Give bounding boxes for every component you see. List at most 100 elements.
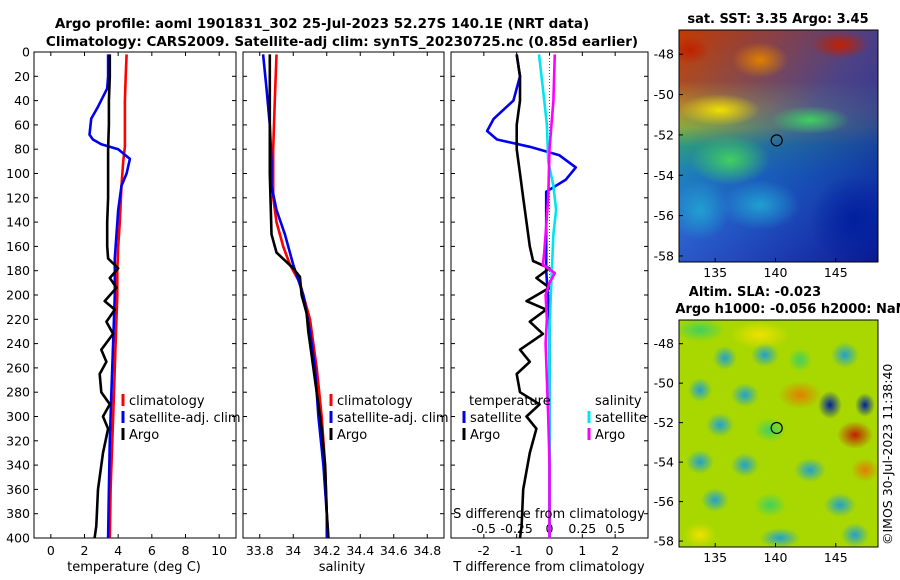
map-y-tick-label: -48 xyxy=(654,47,674,62)
x-tick-label: 34 xyxy=(285,543,301,558)
figure-title-line1: Argo profile: aoml 1901831_302 25-Jul-20… xyxy=(55,16,589,32)
legend-climatology-label: climatology xyxy=(129,394,205,409)
depth-tick-label: 360 xyxy=(6,482,30,497)
x-tick-label: 34.2 xyxy=(313,543,341,558)
temperature-axes xyxy=(33,51,237,539)
sst-map-title: sat. SST: 3.35 Argo: 3.45 xyxy=(687,12,868,27)
depth-tick-label: 120 xyxy=(6,190,30,205)
depth-tick-label: 100 xyxy=(6,166,30,181)
depth-tick-label: 180 xyxy=(6,263,30,278)
x-tick-label: 34.4 xyxy=(346,543,374,558)
x-tick-label: 34.6 xyxy=(380,543,408,558)
series-line-temperature-satellite xyxy=(485,54,578,538)
top-x-tick-label: -0.25 xyxy=(500,521,532,536)
x-tick-label: 33.8 xyxy=(246,543,274,558)
legend-s-argo-label: Argo xyxy=(595,428,625,443)
series-line-salinity-satellite xyxy=(537,54,558,538)
series-line-argo xyxy=(93,54,120,539)
depth-tick-label: 380 xyxy=(6,506,30,521)
x-tick-label: 0 xyxy=(47,543,55,558)
x-tick-label: -2 xyxy=(478,543,490,558)
map-x-tick-label: 140 xyxy=(764,550,788,565)
sla-map-axes: 135 140 145 -48 -50 -52 -54 -56 -58 xyxy=(654,336,848,565)
temperature-xlabel: temperature (deg C) xyxy=(67,560,201,575)
depth-tick-label: 200 xyxy=(6,288,30,303)
difference-xlabel: T difference from climatology xyxy=(452,560,645,575)
x-tick-label: 6 xyxy=(148,543,156,558)
legend-argo-label: Argo xyxy=(337,428,367,443)
x-tick-label: 1 xyxy=(578,543,586,558)
map-y-tick-label: -54 xyxy=(654,168,674,183)
difference-top-xlabel: S difference from climatology xyxy=(453,507,645,522)
top-x-tick-label: 0.25 xyxy=(568,521,596,536)
imos-credit: ©IMOS 30-Jul-2023 11:38:40 xyxy=(880,364,895,545)
map-y-tick-label: -58 xyxy=(654,534,674,549)
sst-map xyxy=(679,30,878,262)
temperature-plot: 0 2 4 6 8 10 xyxy=(47,52,227,558)
x-tick-label: 10 xyxy=(211,543,227,558)
depth-tick-label: 40 xyxy=(14,93,30,108)
map-y-tick-label: -52 xyxy=(654,127,674,142)
depth-axis: 0 20 40 60 80 100 120 140 160 180 200 220 240 260 280 3… xyxy=(6,45,648,546)
map-x-tick-label: 145 xyxy=(824,550,848,565)
top-x-tick-label: -0.5 xyxy=(472,521,496,536)
series-line-argo xyxy=(268,54,330,539)
depth-tick-label: 160 xyxy=(6,239,30,254)
depth-tick-label: 60 xyxy=(14,117,30,132)
legend-s-satellite-label: satellite xyxy=(595,411,647,426)
legend-argo-label: Argo xyxy=(129,428,159,443)
legend-satellite-label: satellite-adj. clim xyxy=(337,411,449,426)
depth-tick-label: 400 xyxy=(6,531,30,546)
salinity-legend: climatology satellite-adj. clim Argo xyxy=(329,394,449,443)
sla-map-title-line1: Altim. SLA: -0.023 xyxy=(689,285,821,300)
legend-climatology-label: climatology xyxy=(337,394,413,409)
depth-tick-label: 0 xyxy=(22,45,30,60)
difference-legend: temperature satellite Argo salinity sate… xyxy=(462,394,647,443)
argo-position-marker xyxy=(770,134,783,147)
sla-map-title-line2: Argo h1000: -0.056 h2000: NaN xyxy=(675,302,900,317)
map-y-tick-label: -48 xyxy=(654,336,674,351)
x-tick-label: 2 xyxy=(611,543,619,558)
x-tick-label: 4 xyxy=(114,543,122,558)
legend-t-satellite-label: satellite xyxy=(470,411,522,426)
map-y-tick-label: -50 xyxy=(654,376,674,391)
map-y-tick-label: -56 xyxy=(654,494,674,509)
depth-tick-label: 320 xyxy=(6,433,30,448)
top-x-tick-label: 0.5 xyxy=(605,521,625,536)
legend-t-argo-label: Argo xyxy=(470,428,500,443)
series-line-satellite-adj-clim xyxy=(88,54,132,539)
argo-position-marker xyxy=(770,421,783,435)
depth-tick-label: 280 xyxy=(6,385,30,400)
legend-temperature-header: temperature xyxy=(469,394,551,409)
x-tick-label: 0 xyxy=(546,543,554,558)
difference-plot: -2 -1 0 1 2-0.5 -0.25 0 0.25 0.5 xyxy=(472,52,625,558)
depth-tick-label: 20 xyxy=(14,69,30,84)
map-y-tick-label: -56 xyxy=(654,208,674,223)
x-tick-label: 34.8 xyxy=(413,543,441,558)
series-line-temperature-argo xyxy=(515,54,551,539)
sst-map-frame xyxy=(678,29,879,263)
map-y-tick-label: -52 xyxy=(654,415,674,430)
depth-tick-label: 240 xyxy=(6,336,30,351)
depth-tick-label: 220 xyxy=(6,312,30,327)
depth-tick-label: 140 xyxy=(6,215,30,230)
sst-map-axes: 135 140 145 -48 -50 -52 -54 -56 -58 xyxy=(654,47,848,280)
salinity-xlabel: salinity xyxy=(319,560,366,575)
depth-tick-label: 80 xyxy=(14,142,30,157)
map-y-tick-label: -58 xyxy=(654,248,674,263)
salinity-plot: 33.8 34 34.2 34.4 34.6 34.8 xyxy=(246,52,441,558)
map-y-tick-label: -50 xyxy=(654,87,674,102)
map-x-tick-label: 145 xyxy=(824,265,848,280)
figure-title-line2: Climatology: CARS2009. Satellite-adj cli… xyxy=(46,34,638,50)
legend-satellite-label: satellite-adj. clim xyxy=(129,411,241,426)
depth-tick-label: 260 xyxy=(6,360,30,375)
depth-tick-label: 300 xyxy=(6,409,30,424)
series-line-salinity-argo xyxy=(541,54,557,538)
x-tick-label: 2 xyxy=(81,543,89,558)
sla-map-frame xyxy=(678,319,879,548)
map-x-tick-label: 135 xyxy=(703,265,727,280)
series-line-climatology xyxy=(108,54,128,539)
depth-tick-label: 340 xyxy=(6,458,30,473)
map-x-tick-label: 140 xyxy=(764,265,788,280)
